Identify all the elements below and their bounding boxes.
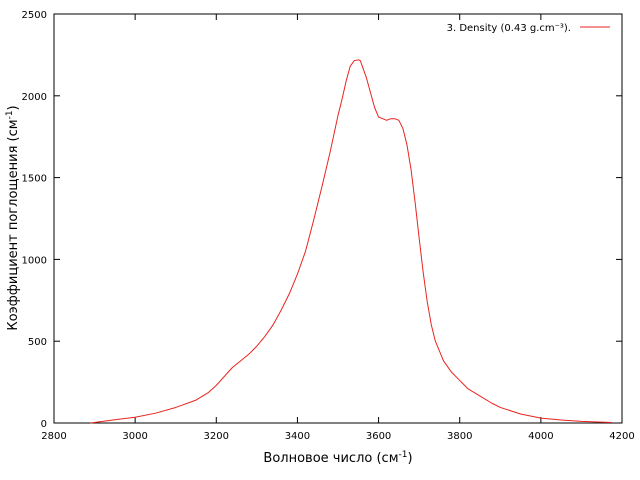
y-tick-label: 1000 [22, 255, 47, 266]
legend-label: 3. Density (0.43 g.cm⁻³). [447, 23, 571, 34]
x-tick-label: 4200 [609, 431, 634, 442]
y-tick-label: 2000 [22, 92, 47, 103]
y-tick-label: 2500 [22, 10, 47, 21]
y-axis-title-end: ) [6, 105, 21, 110]
axis-ticks: 2800 3000 3200 3400 3600 3800 4000 4200 0 500 1000… [22, 10, 635, 442]
plot-frame [53, 13, 623, 424]
x-tick-label: 3800 [447, 431, 472, 442]
x-tick-label: 3600 [366, 431, 391, 442]
x-axis-title-end: ) [407, 451, 412, 466]
x-tick-label: 3200 [204, 431, 229, 442]
x-tick-label: 4000 [528, 431, 553, 442]
legend: 3. Density (0.43 g.cm⁻³). [447, 23, 610, 34]
y-axis-title: Коэффициент поглощения (см-1) [5, 105, 21, 330]
x-tick-label: 3400 [285, 431, 310, 442]
y-tick-label: 1500 [22, 174, 47, 185]
x-tick-label: 2800 [41, 431, 66, 442]
x-axis-title: Волновое число (см-1) [263, 450, 412, 466]
y-tick-label: 0 [41, 419, 47, 430]
y-axis-title-superscript: -1 [5, 110, 15, 119]
series-layer [90, 59, 612, 424]
x-tick-label: 3000 [122, 431, 147, 442]
x-axis-title-superscript: -1 [399, 450, 408, 460]
series-line-0 [90, 59, 612, 424]
y-tick-label: 500 [28, 337, 47, 348]
